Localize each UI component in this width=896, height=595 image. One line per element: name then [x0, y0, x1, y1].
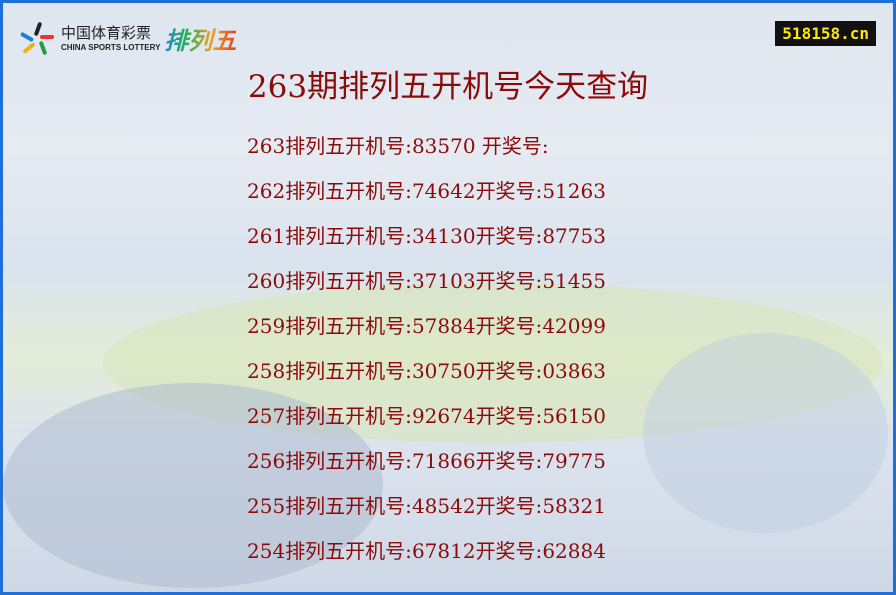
row-issue: 261 — [247, 224, 286, 248]
row-prize: 51263 — [542, 179, 606, 203]
list-item: 254排列五开机号:67812开奖号:62884 — [247, 536, 606, 581]
row-machine: 92674 — [411, 404, 476, 428]
row-prize: 79775 — [542, 449, 606, 473]
row-prize: 62884 — [542, 539, 606, 563]
row-issue: 255 — [247, 494, 286, 518]
row-issue: 256 — [247, 449, 286, 473]
row-machine: 48542 — [411, 494, 476, 518]
row-machine: 83570 — [411, 134, 476, 158]
row-prize-label: 开奖号: — [475, 179, 543, 203]
row-machine: 57884 — [411, 314, 476, 338]
list-item: 259排列五开机号:57884开奖号:42099 — [247, 311, 606, 356]
row-prize-label: 开奖号: — [475, 269, 543, 293]
row-label: 排列五开机号: — [285, 359, 412, 383]
row-prize-label: 开奖号: — [475, 224, 543, 248]
logo-chinese: 中国体育彩票 — [61, 23, 152, 42]
row-issue: 258 — [247, 359, 286, 383]
row-machine: 74642 — [411, 179, 476, 203]
list-item: 260排列五开机号:37103开奖号:51455 — [247, 266, 606, 311]
row-issue: 259 — [247, 314, 286, 338]
row-issue: 262 — [247, 179, 286, 203]
row-machine: 67812 — [411, 539, 476, 563]
row-issue: 260 — [247, 269, 286, 293]
result-list: 263排列五开机号:83570 开奖号: 262排列五开机号:74642开奖号:5… — [247, 131, 606, 581]
list-item: 256排列五开机号:71866开奖号:79775 — [247, 446, 606, 491]
row-prize: 03863 — [542, 359, 606, 383]
row-issue: 254 — [247, 539, 286, 563]
row-machine: 37103 — [411, 269, 476, 293]
list-item: 263排列五开机号:83570 开奖号: — [247, 131, 606, 176]
row-prize: 87753 — [542, 224, 606, 248]
row-prize-label: 开奖号: — [475, 494, 543, 518]
list-item: 258排列五开机号:30750开奖号:03863 — [247, 356, 606, 401]
row-prize: 58321 — [542, 494, 606, 518]
row-machine: 34130 — [411, 224, 476, 248]
lottery-star-icon — [19, 21, 55, 56]
row-label: 排列五开机号: — [285, 539, 412, 563]
page-title: 263期排列五开机号今天查询 — [247, 69, 649, 105]
row-label: 排列五开机号: — [285, 494, 412, 518]
row-label: 排列五开机号: — [285, 134, 412, 158]
row-label: 排列五开机号: — [285, 314, 412, 338]
row-label: 排列五开机号: — [285, 404, 412, 428]
row-label: 排列五开机号: — [285, 449, 412, 473]
row-label: 排列五开机号: — [285, 179, 412, 203]
row-prize-label: 开奖号: — [475, 314, 543, 338]
row-prize-label: 开奖号: — [475, 404, 543, 428]
row-issue: 257 — [247, 404, 286, 428]
background-trees — [3, 383, 383, 588]
row-label: 排列五开机号: — [285, 224, 412, 248]
row-machine: 71866 — [411, 449, 476, 473]
list-item: 261排列五开机号:34130开奖号:87753 — [247, 221, 606, 266]
site-badge: 518158.cn — [775, 21, 876, 46]
row-prize-label: 开奖号: — [475, 539, 543, 563]
row-label: 排列五开机号: — [285, 269, 412, 293]
row-prize: 51455 — [542, 269, 606, 293]
row-prize-label: 开奖号: — [481, 134, 549, 158]
background-hill — [643, 333, 888, 533]
row-prize: 42099 — [542, 314, 606, 338]
row-prize-label: 开奖号: — [475, 449, 543, 473]
list-item: 255排列五开机号:48542开奖号:58321 — [247, 491, 606, 536]
row-machine: 30750 — [411, 359, 476, 383]
row-prize-label: 开奖号: — [475, 359, 543, 383]
logo-brand: 排列五 — [164, 21, 236, 56]
row-issue: 263 — [247, 134, 286, 158]
list-item: 257排列五开机号:92674开奖号:56150 — [247, 401, 606, 446]
logo-english: CHINA SPORTS LOTTERY — [61, 42, 161, 52]
row-prize: 56150 — [542, 404, 606, 428]
lottery-logo: 中国体育彩票 CHINA SPORTS LOTTERY 排列五 — [19, 21, 236, 56]
list-item: 262排列五开机号:74642开奖号:51263 — [247, 176, 606, 221]
